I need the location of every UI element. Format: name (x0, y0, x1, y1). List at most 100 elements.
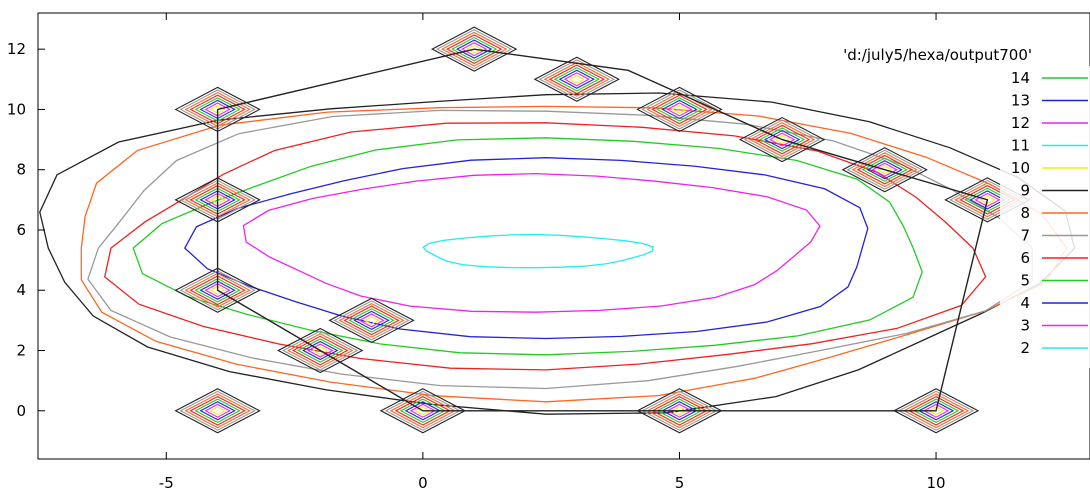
peak-contour (174, 177, 261, 223)
legend-label: 10 (1011, 159, 1030, 177)
legend-label: 9 (1020, 182, 1030, 200)
legend-label: 8 (1020, 204, 1030, 222)
peak-contour (199, 99, 236, 120)
peak-contour (897, 390, 975, 431)
peak-contour (194, 398, 241, 424)
contour-line-level-2 (422, 233, 655, 269)
x-tick-label: 0 (418, 474, 428, 492)
peak-contour (636, 86, 723, 133)
peak-contour (358, 313, 385, 328)
peak-contour (979, 195, 996, 205)
peak-contour (912, 398, 960, 424)
peak-contour (184, 272, 251, 308)
peak-contour (917, 401, 955, 421)
contour-line-level-9 (39, 92, 1076, 415)
legend-label: 2 (1020, 339, 1030, 357)
legend-label: 13 (1011, 92, 1030, 110)
peak-contour (174, 267, 261, 313)
y-tick-label: 0 (16, 402, 26, 420)
legend-label: 3 (1020, 317, 1030, 335)
peak-contour (768, 132, 796, 147)
contour-line-level-8 (80, 105, 1068, 403)
peak-contour (179, 89, 256, 130)
legend-label: 14 (1011, 69, 1030, 87)
peak-contour (292, 335, 349, 366)
peak-contour (922, 403, 950, 418)
peak-contour (538, 59, 616, 100)
peak-contour (563, 72, 590, 87)
peak-contour (282, 330, 359, 371)
peak-contour (661, 99, 698, 120)
peak-contour (174, 86, 261, 133)
legend-label: 11 (1011, 137, 1030, 155)
contour-lines (39, 92, 1076, 415)
peak-contour (738, 116, 826, 163)
peak-contour (548, 64, 606, 95)
peak-contour (656, 97, 703, 122)
y-tick-label: 6 (16, 221, 26, 239)
y-tick-label: 10 (7, 100, 26, 118)
peak-contour (773, 135, 791, 144)
legend-background (1000, 66, 1090, 368)
peak-contour (184, 393, 251, 429)
peak-contour (974, 192, 1001, 207)
contour-line-level-3 (242, 172, 821, 313)
peak-contour (461, 42, 488, 57)
peak-contour (307, 343, 334, 358)
peak-contour (302, 340, 339, 361)
peak-contour (348, 308, 395, 333)
peak-contour (553, 67, 601, 92)
peak-contour (892, 388, 980, 434)
peak-contour (297, 338, 344, 363)
x-tick-label: -5 (159, 474, 174, 492)
legend-label: 4 (1020, 294, 1030, 312)
peak-contour (758, 127, 806, 152)
peak-contour (179, 270, 256, 311)
plot-frame (37, 12, 1090, 460)
peak-contour (209, 195, 226, 205)
peak-contour (763, 129, 801, 150)
peak-contour (174, 388, 261, 434)
peak-contour (277, 327, 364, 374)
y-tick-label: 4 (16, 281, 26, 299)
peak-contour (671, 105, 688, 114)
y-tick-label: 2 (16, 342, 26, 360)
peak-contour (927, 406, 945, 416)
peak-contour (194, 187, 241, 213)
peak-contour (343, 305, 400, 336)
peak-contour (841, 147, 928, 193)
peak-contour (209, 406, 226, 416)
peak-contour (328, 297, 415, 343)
peak-contour (184, 92, 251, 127)
y-tick-label: 12 (7, 40, 26, 58)
peak-contour (194, 278, 241, 303)
peak-contour (441, 31, 508, 67)
peak-contour (743, 119, 821, 160)
peak-markers (174, 26, 1031, 434)
peak-contour (851, 152, 918, 188)
peak-contour (189, 395, 246, 426)
peak-contour (209, 105, 226, 114)
peak-contour (199, 190, 236, 210)
peak-contour (861, 157, 908, 182)
x-tick-label: 10 (927, 474, 946, 492)
peak-contour (338, 302, 405, 338)
peak-contour (902, 393, 970, 429)
peak-contour (866, 160, 903, 180)
peak-contour (194, 97, 241, 122)
legend-label: 6 (1020, 249, 1030, 267)
y-tick-label: 8 (16, 161, 26, 179)
peak-contour (466, 44, 483, 54)
peak-contour (748, 122, 816, 157)
peak-contour (431, 26, 518, 72)
peak-contour (204, 283, 231, 298)
peak-contour (179, 390, 256, 431)
peak-contour (353, 310, 390, 331)
peak-contour (436, 29, 513, 70)
legend-label: 12 (1011, 114, 1030, 132)
peak-contour (451, 36, 498, 62)
x-tick-label: 5 (675, 474, 685, 492)
peak-contour (199, 280, 236, 300)
